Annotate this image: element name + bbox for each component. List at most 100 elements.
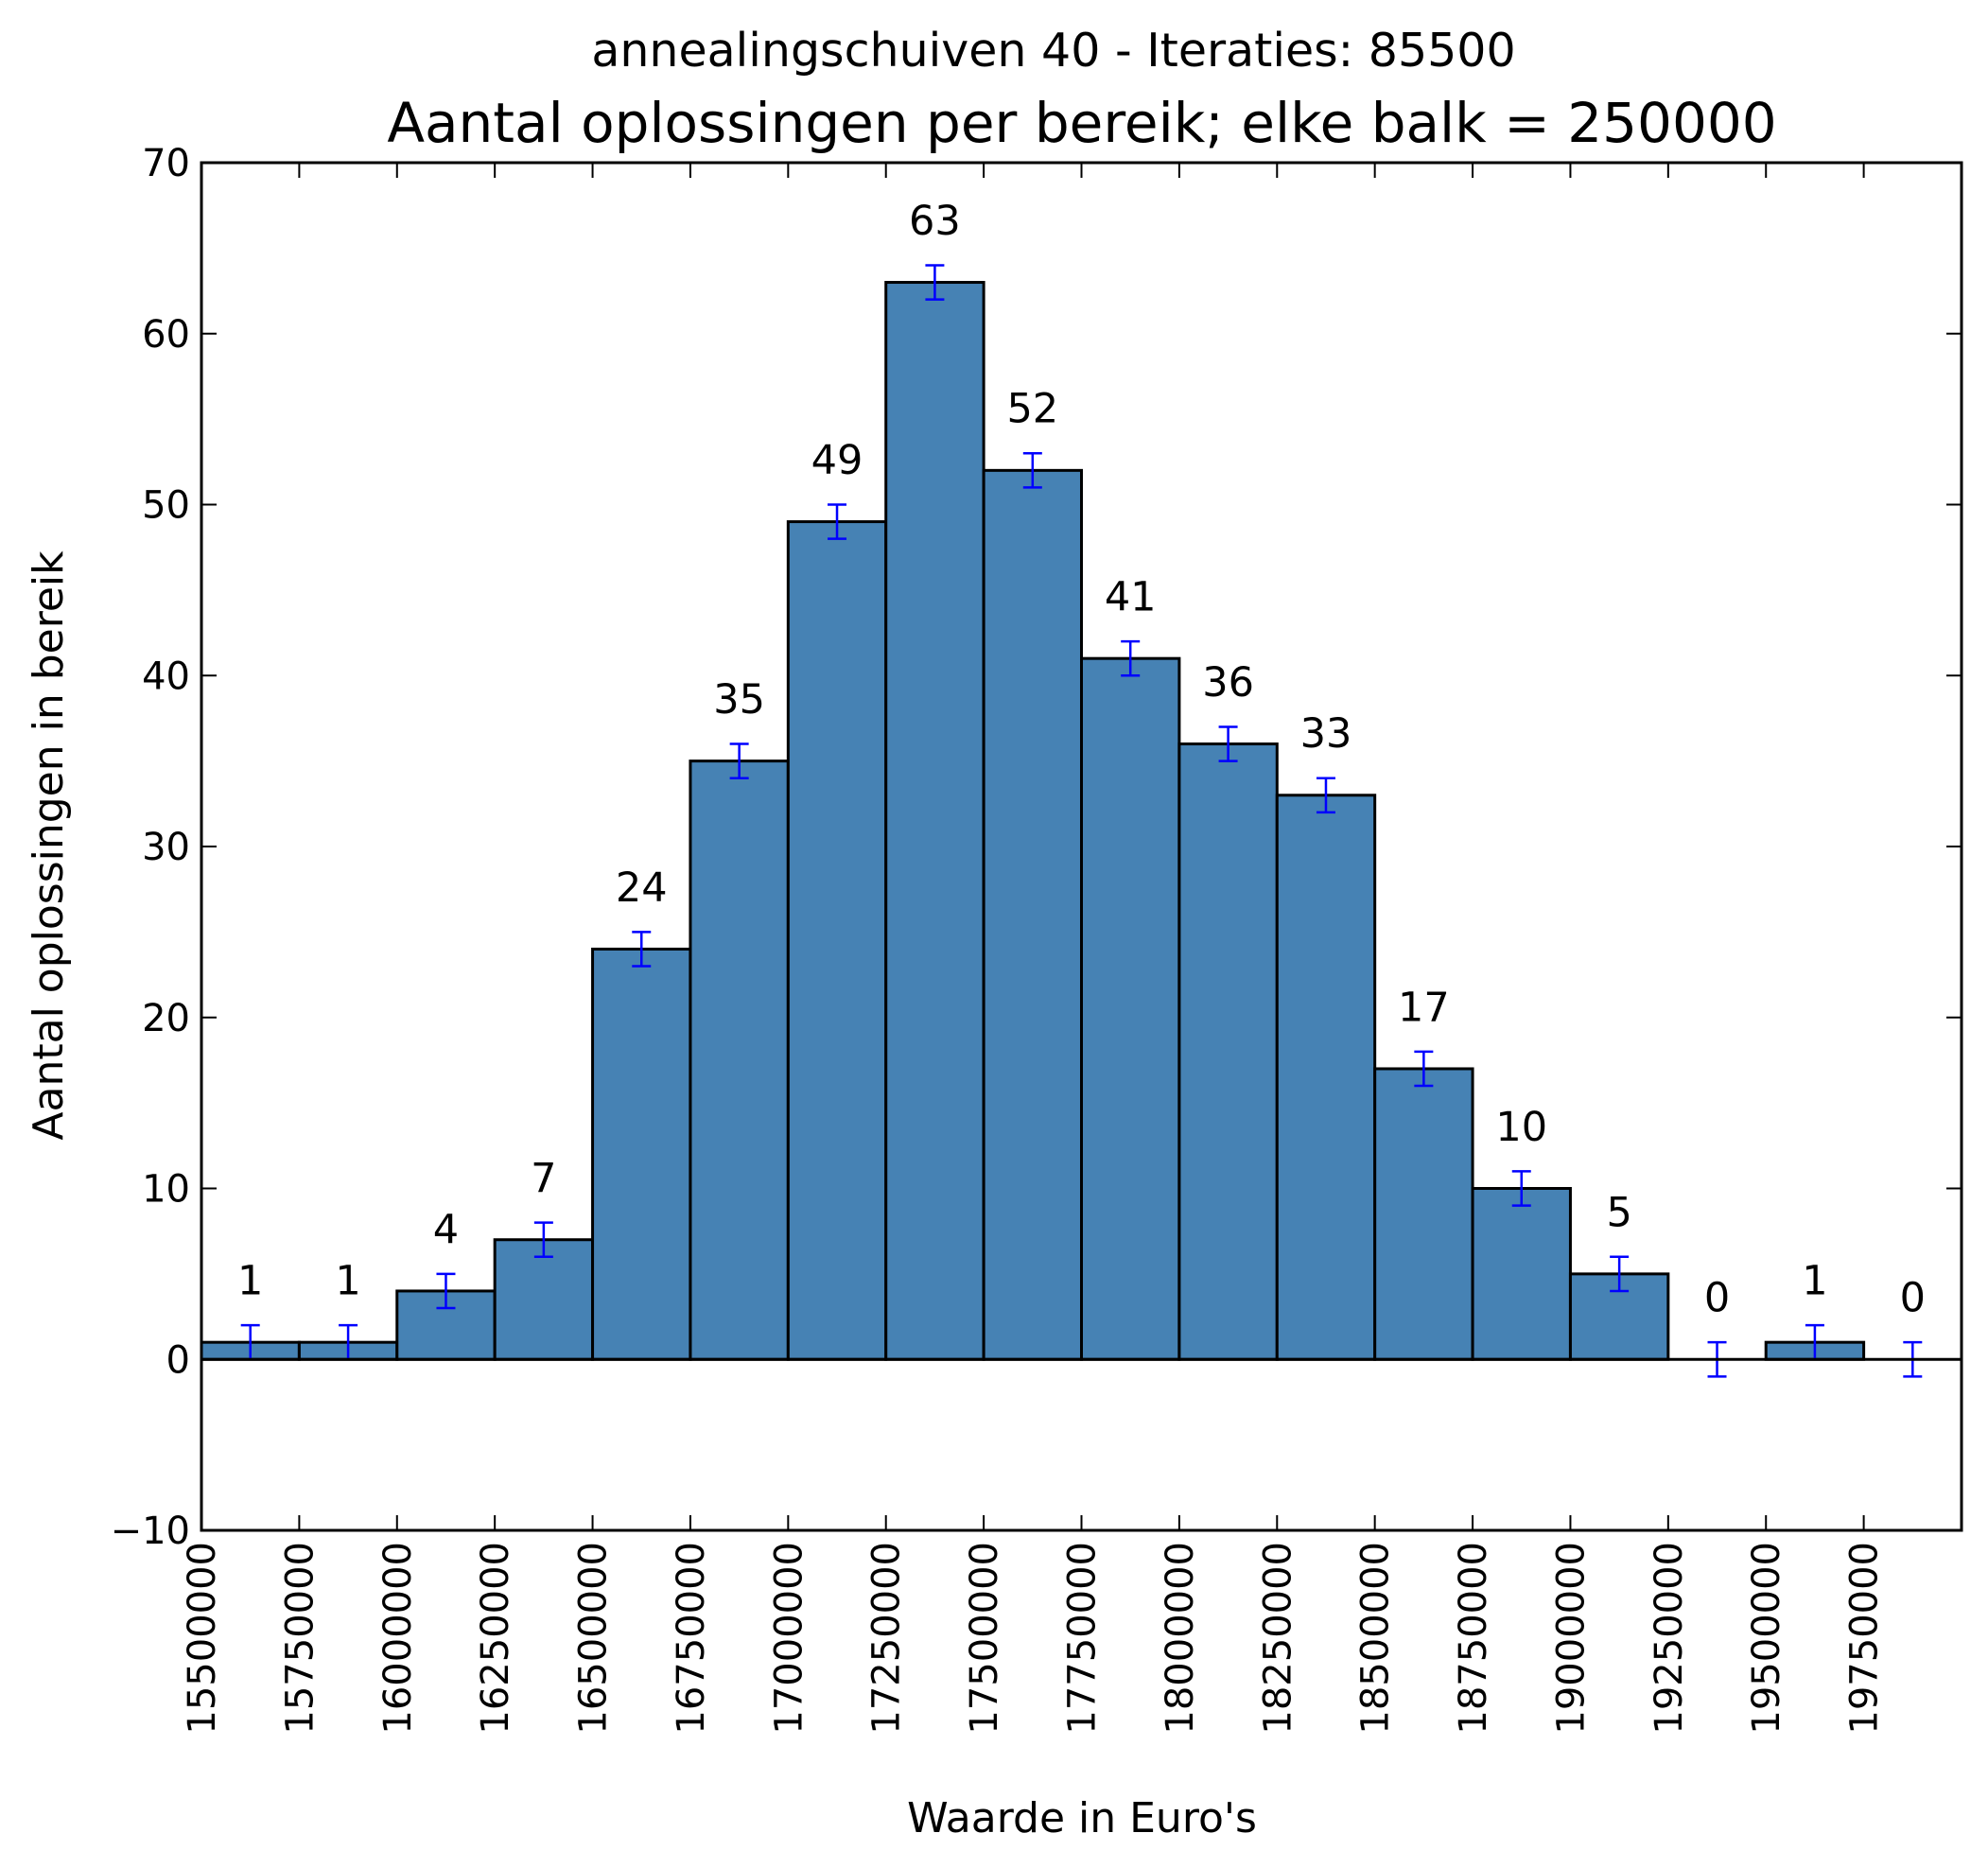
x-tick-label: 17500000 bbox=[963, 1542, 1006, 1735]
x-tick: 16000000 bbox=[376, 163, 420, 1735]
error-bar bbox=[828, 503, 847, 540]
bar-value-label: 4 bbox=[433, 1206, 459, 1253]
x-tick: 17750000 bbox=[1061, 163, 1105, 1735]
bar-value-label: 5 bbox=[1606, 1189, 1631, 1236]
error-bar bbox=[1511, 1170, 1531, 1207]
x-tick-label: 18750000 bbox=[1452, 1542, 1495, 1735]
bar-value-label: 33 bbox=[1300, 710, 1352, 758]
y-tick-label: 40 bbox=[142, 655, 190, 698]
y-tick: 20 bbox=[142, 997, 1962, 1040]
bar-value-label: 0 bbox=[1704, 1275, 1730, 1322]
bar-value-label: 1 bbox=[1802, 1258, 1827, 1305]
error-bar bbox=[1022, 452, 1042, 489]
y-tick: 50 bbox=[142, 484, 1962, 528]
y-tick-label: 70 bbox=[142, 142, 190, 185]
histogram-bar bbox=[786, 520, 888, 1361]
x-tick: 18750000 bbox=[1452, 163, 1495, 1735]
y-tick-label: 30 bbox=[142, 826, 190, 869]
x-axis-ticks: 15500000 15750000 16000000 16250000 16500000… bbox=[181, 163, 1887, 1735]
y-tick-label: 60 bbox=[142, 313, 190, 357]
x-tick: 18250000 bbox=[1256, 163, 1299, 1735]
x-tick-label: 19000000 bbox=[1549, 1542, 1593, 1735]
bar-value-label: 49 bbox=[811, 437, 863, 484]
error-bar bbox=[925, 264, 945, 301]
y-tick-label: 50 bbox=[142, 484, 190, 528]
error-bar bbox=[533, 1221, 553, 1259]
error-bar bbox=[1414, 1050, 1434, 1088]
x-tick: 16250000 bbox=[474, 163, 517, 1735]
histogram-bar bbox=[1275, 794, 1377, 1361]
y-tick-label: 20 bbox=[142, 997, 190, 1040]
x-tick-label: 16000000 bbox=[376, 1542, 420, 1735]
y-tick: 0 bbox=[166, 1338, 1962, 1382]
x-tick: 19750000 bbox=[1843, 163, 1887, 1735]
x-tick: 19250000 bbox=[1648, 163, 1691, 1735]
histogram-bar bbox=[1177, 742, 1279, 1361]
x-tick: 17250000 bbox=[865, 163, 909, 1735]
error-bar bbox=[1316, 777, 1335, 814]
chart-title: Aantal oplossingen per bereik; elke balk… bbox=[387, 91, 1776, 155]
bar-value-label: 24 bbox=[616, 864, 668, 912]
bar-value-label: 1 bbox=[335, 1258, 360, 1305]
x-tick-label: 18500000 bbox=[1354, 1542, 1398, 1735]
error-bar bbox=[1218, 725, 1238, 762]
x-tick: 18500000 bbox=[1354, 163, 1398, 1735]
bar-value-label: 0 bbox=[1900, 1275, 1926, 1322]
histogram-bar bbox=[884, 281, 985, 1361]
bar-value-label: 52 bbox=[1006, 386, 1058, 433]
x-tick: 19000000 bbox=[1549, 163, 1593, 1735]
y-tick: −10 bbox=[111, 1510, 1962, 1553]
y-tick: 70 bbox=[142, 142, 1962, 185]
x-tick-label: 18000000 bbox=[1159, 1542, 1202, 1735]
x-tick-label: 17750000 bbox=[1061, 1542, 1105, 1735]
y-tick-label: 10 bbox=[142, 1168, 190, 1212]
x-tick: 18000000 bbox=[1159, 163, 1202, 1735]
x-tick: 16750000 bbox=[670, 163, 713, 1735]
x-tick-label: 17250000 bbox=[865, 1542, 909, 1735]
histogram-bar bbox=[1373, 1067, 1474, 1361]
bar-value-label: 17 bbox=[1398, 984, 1450, 1031]
y-tick: 60 bbox=[142, 313, 1962, 357]
errorbars-group bbox=[240, 264, 1923, 1378]
histogram-bar bbox=[1471, 1187, 1572, 1361]
bar-value-label: 41 bbox=[1105, 574, 1157, 621]
error-bar bbox=[436, 1272, 456, 1310]
x-tick-label: 16750000 bbox=[670, 1542, 713, 1735]
y-tick: 40 bbox=[142, 655, 1962, 698]
histogram-bar bbox=[982, 468, 1083, 1361]
y-tick-label: 0 bbox=[166, 1338, 190, 1382]
histogram-bar bbox=[591, 947, 692, 1361]
histogram-bar bbox=[689, 759, 790, 1361]
y-tick: 10 bbox=[142, 1168, 1962, 1212]
y-tick-label: −10 bbox=[111, 1510, 190, 1553]
x-tick-label: 16250000 bbox=[474, 1542, 517, 1735]
x-tick: 15750000 bbox=[278, 163, 322, 1735]
x-tick-label: 19500000 bbox=[1745, 1542, 1788, 1735]
error-bar bbox=[1610, 1255, 1630, 1293]
bar-value-label: 36 bbox=[1202, 659, 1254, 707]
x-tick-label: 16500000 bbox=[572, 1542, 616, 1735]
x-tick: 17000000 bbox=[767, 163, 811, 1735]
x-axis-label: Waarde in Euro's bbox=[907, 1794, 1257, 1842]
bar-value-label: 1 bbox=[237, 1258, 263, 1305]
error-bar bbox=[632, 931, 652, 968]
x-tick-label: 15750000 bbox=[278, 1542, 322, 1735]
x-tick: 15500000 bbox=[181, 163, 224, 1735]
x-tick-label: 18250000 bbox=[1256, 1542, 1299, 1735]
x-tick-label: 19750000 bbox=[1843, 1542, 1887, 1735]
error-bar bbox=[729, 742, 749, 779]
bar-value-label: 35 bbox=[713, 676, 765, 724]
x-tick-label: 17000000 bbox=[767, 1542, 811, 1735]
y-tick: 30 bbox=[142, 826, 1962, 869]
bar-value-label: 63 bbox=[909, 198, 961, 245]
chart-suptitle: annealingschuiven 40 - Iteraties: 85500 bbox=[591, 24, 1515, 78]
x-tick: 19500000 bbox=[1745, 163, 1788, 1735]
error-bar bbox=[1121, 639, 1141, 677]
bar-value-label: 10 bbox=[1495, 1104, 1547, 1151]
y-axis-label: Aantal oplossingen in bereik bbox=[25, 550, 73, 1141]
histogram-bar bbox=[1080, 656, 1181, 1361]
x-tick-label: 15500000 bbox=[181, 1542, 224, 1735]
